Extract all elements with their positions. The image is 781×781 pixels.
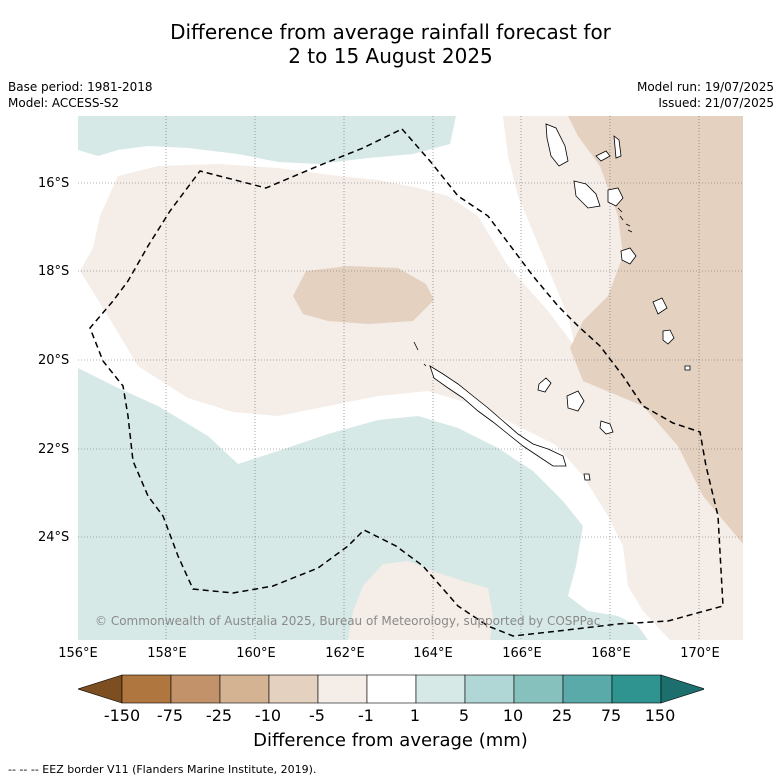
model-run: Model run: 19/07/2025 — [636, 80, 774, 94]
lon-label: 162°E — [325, 646, 365, 661]
meta-left: Base period: 1981-2018 Model: ACCESS-S2 — [8, 79, 153, 111]
colorbar-label: -150 — [103, 706, 141, 725]
base-period: Base period: 1981-2018 — [8, 80, 153, 94]
colorbar-label: -25 — [205, 706, 233, 725]
loyalty-island-2 — [566, 390, 585, 412]
vanuatu-espiritu-santo — [545, 123, 569, 167]
vanuatu-efate — [620, 247, 637, 265]
vanuatu-tanna — [662, 329, 675, 345]
vanuatu-small-islands — [617, 207, 633, 233]
colorbar-cell — [77, 674, 123, 704]
vanuatu-erromango — [652, 297, 668, 315]
lon-label: 168°E — [591, 646, 631, 661]
lon-label: 170°E — [680, 646, 720, 661]
colorbar-label: 10 — [502, 706, 524, 725]
colorbar-cell — [317, 674, 368, 704]
vanuatu-aneityum — [684, 365, 691, 371]
map-svg — [78, 116, 743, 640]
model-name: Model: ACCESS-S2 — [8, 96, 120, 110]
colorbar-label: 5 — [458, 706, 470, 725]
vanuatu-malekula — [573, 180, 601, 209]
colorbar — [77, 674, 706, 706]
copyright-notice: © Commonwealth of Australia 2025, Bureau… — [95, 614, 601, 628]
issued-date: Issued: 21/07/2025 — [658, 96, 774, 110]
colorbar-label: 1 — [409, 706, 421, 725]
dry-light-south — [348, 561, 493, 640]
title-line-2: 2 to 15 August 2025 — [288, 44, 493, 68]
colorbar-cell — [170, 674, 221, 704]
colorbar-svg — [77, 674, 706, 704]
colorbar-cells — [77, 674, 706, 704]
eez-footnote: -- -- -- EEZ border V11 (Flanders Marine… — [8, 763, 317, 776]
colorbar-label: 75 — [600, 706, 622, 725]
lat-label: 22°S — [38, 442, 70, 457]
colorbar-label: -1 — [358, 706, 374, 725]
vanuatu-pentecost — [607, 187, 624, 207]
title-line-1: Difference from average rainfall forecas… — [170, 20, 611, 44]
lat-label: 16°S — [38, 176, 70, 191]
colorbar-cell — [611, 674, 662, 704]
loyalty-island-1 — [537, 377, 552, 393]
colorbar-label: 25 — [551, 706, 573, 725]
isle-of-pines — [583, 473, 591, 481]
vanuatu-maewo — [613, 135, 622, 159]
lat-label: 20°S — [38, 353, 70, 368]
colorbar-cell — [562, 674, 613, 704]
lat-label: 24°S — [38, 530, 70, 545]
colorbar-title: Difference from average (mm) — [253, 730, 528, 751]
new-caledonia-coast — [429, 365, 567, 467]
colorbar-label: 150 — [644, 706, 676, 725]
colorbar-cell — [219, 674, 270, 704]
meta-right: Model run: 19/07/2025 Issued: 21/07/2025 — [637, 79, 774, 111]
colorbar-cell — [660, 674, 706, 704]
lon-label: 164°E — [413, 646, 453, 661]
wet-area-north — [78, 116, 456, 164]
colorbar-cell — [415, 674, 466, 704]
eez-border — [89, 128, 724, 637]
lon-label: 156°E — [58, 646, 98, 661]
colorbar-label: -75 — [156, 706, 184, 725]
rainfall-map — [78, 116, 743, 640]
colorbar-cell — [268, 674, 319, 704]
chart-title: Difference from average rainfall forecas… — [0, 20, 781, 68]
dry-mid-center — [293, 266, 434, 324]
colorbar-label: -5 — [309, 706, 325, 725]
lon-label: 166°E — [502, 646, 542, 661]
wet-area-southwest — [78, 368, 648, 640]
vanuatu-ambae — [595, 150, 611, 162]
loyalty-island-3 — [599, 420, 614, 435]
lon-label: 160°E — [236, 646, 276, 661]
lat-label: 18°S — [38, 264, 70, 279]
colorbar-label: -10 — [254, 706, 282, 725]
colorbar-cell — [464, 674, 515, 704]
colorbar-cell — [366, 674, 417, 704]
colorbar-cell — [513, 674, 564, 704]
colorbar-cell — [121, 674, 172, 704]
belep-islands — [413, 341, 427, 367]
lon-label: 158°E — [147, 646, 187, 661]
